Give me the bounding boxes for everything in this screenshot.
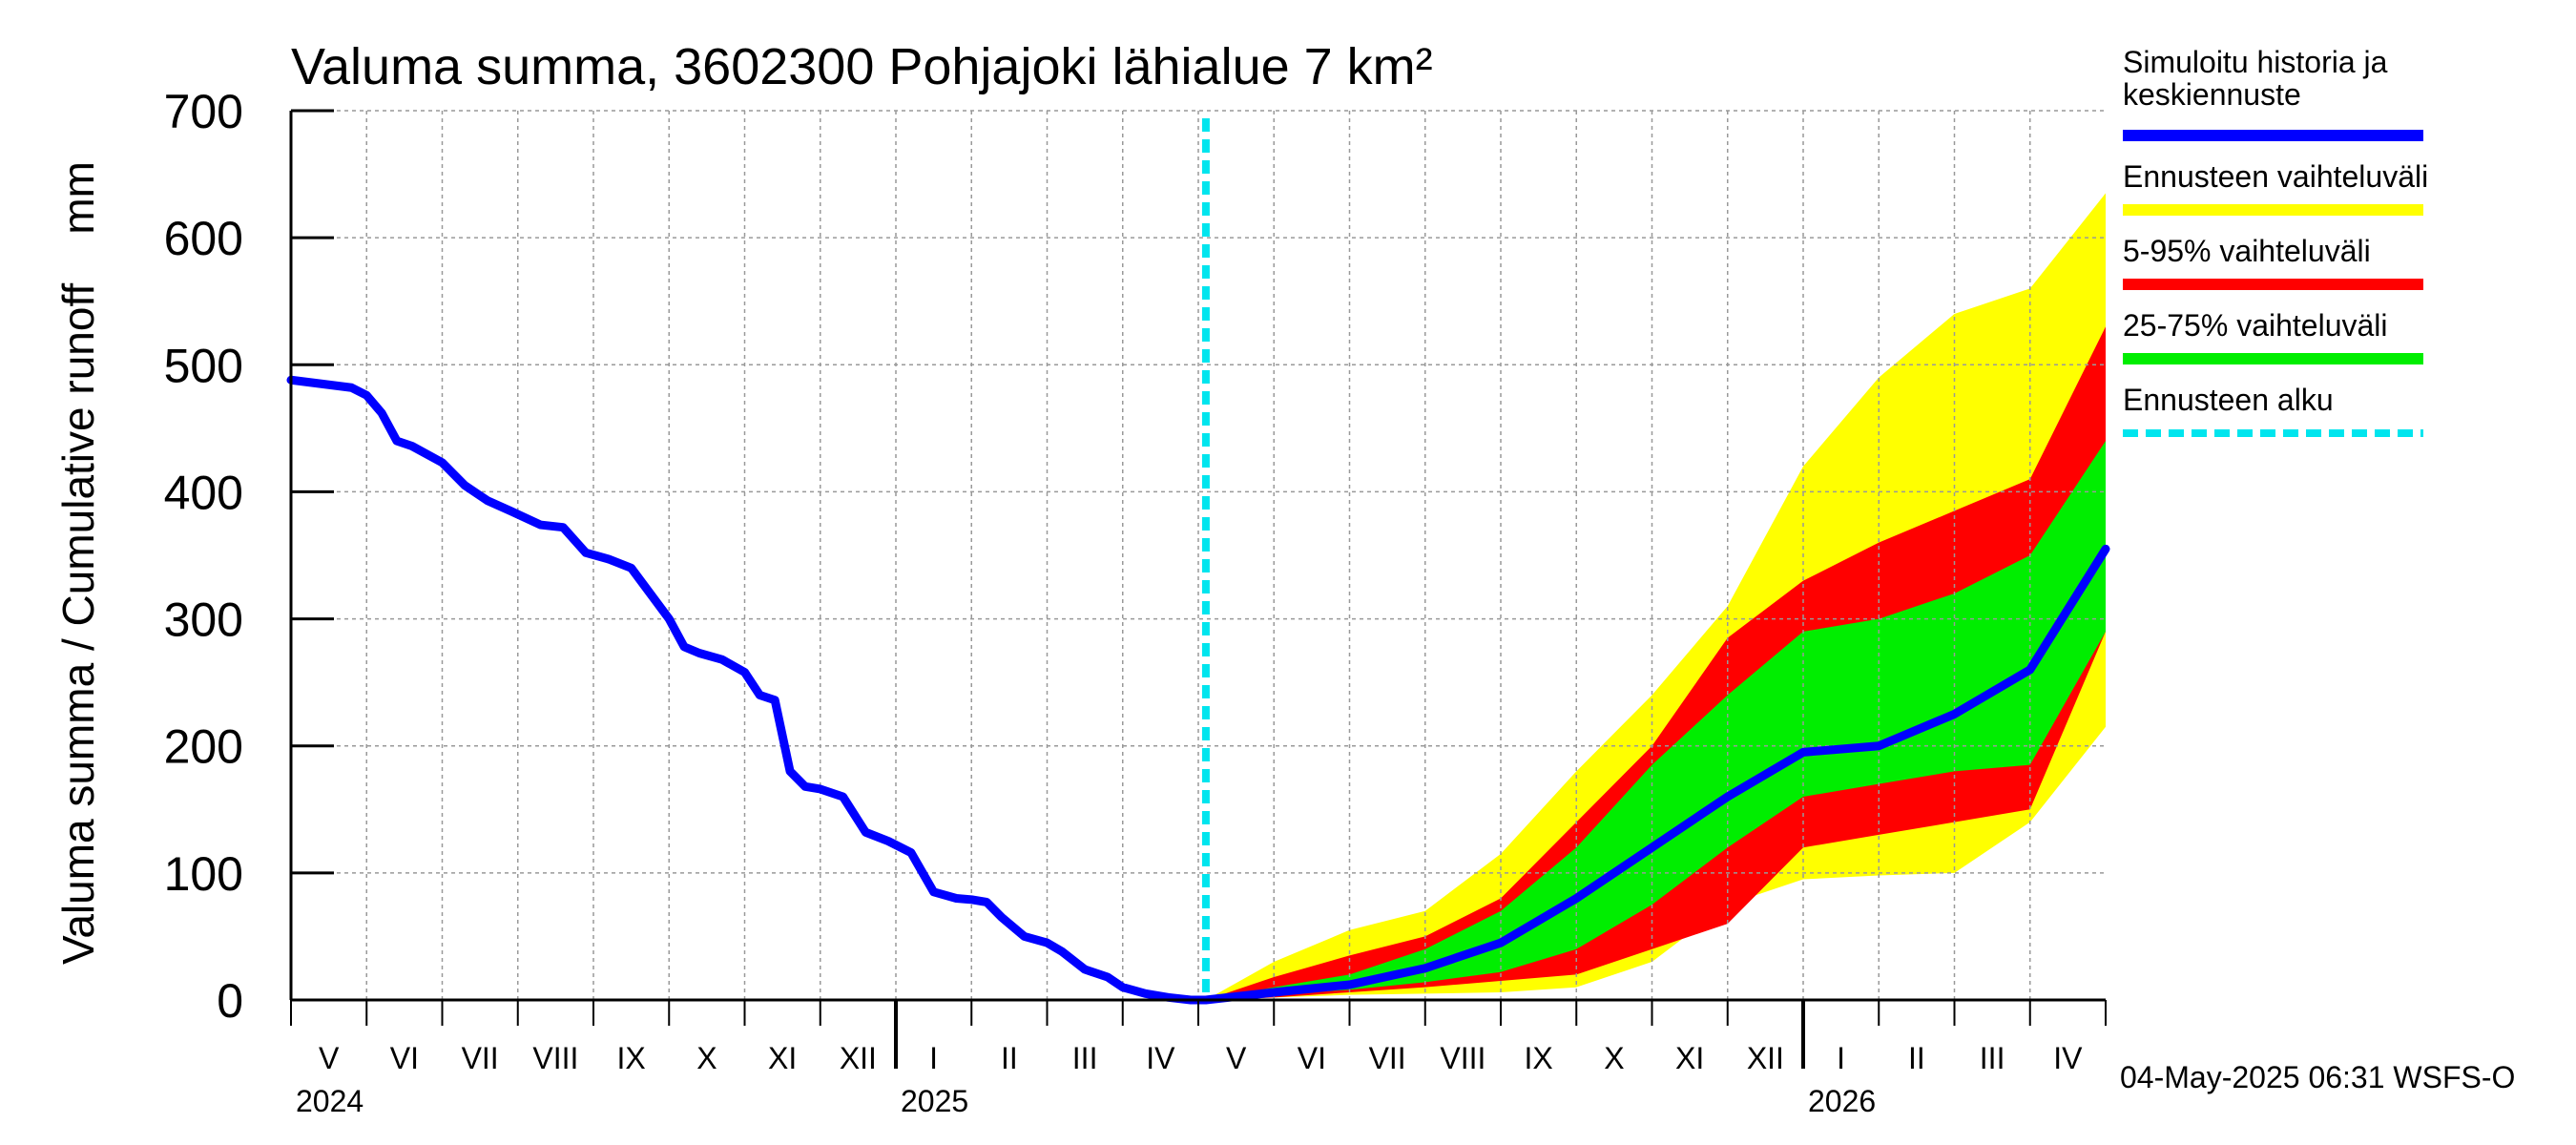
month-label: X <box>1604 1041 1624 1075</box>
month-label: I <box>929 1041 938 1075</box>
month-label: XII <box>840 1041 877 1075</box>
month-label: IX <box>1525 1041 1553 1075</box>
month-label: XII <box>1747 1041 1784 1075</box>
band-25-75 <box>1205 441 2106 1001</box>
band-5-95 <box>1205 326 2106 1000</box>
y-tick-label: 300 <box>164 593 243 647</box>
legend-entry: Ennusteen vaihteluväli <box>2123 159 2428 216</box>
month-label: IX <box>617 1041 646 1075</box>
legend-label: Ennusteen vaihteluväli <box>2123 159 2428 194</box>
month-label: VIII <box>1440 1041 1485 1075</box>
month-label: III <box>1072 1041 1098 1075</box>
month-labels: V VI VII VIII IX X XI XII I II III IV V VI VII VIII IX X X… <box>319 1041 2083 1075</box>
y-tick-label: 500 <box>164 339 243 392</box>
legend-label: 5-95% vaihteluväli <box>2123 234 2371 268</box>
legend-entry: 5-95% vaihteluväli <box>2123 234 2423 290</box>
chart-title: Valuma summa, 3602300 Pohjajoki lähialue… <box>291 38 1433 95</box>
y-axis-label: Valuma summa / Cumulative runoff mm <box>53 161 103 965</box>
history-series <box>286 375 2110 1005</box>
forecast-bands <box>1205 193 2106 1001</box>
month-label: XI <box>1675 1041 1704 1075</box>
legend-entry: 25-75% vaihteluväli <box>2123 308 2423 364</box>
timestamp-footer: 04-May-2025 06:31 WSFS-O <box>2120 1060 2515 1094</box>
y-tick-label: 200 <box>164 720 243 774</box>
month-label: IV <box>2053 1041 2083 1075</box>
y-tick-label: 600 <box>164 212 243 265</box>
month-label: VII <box>1369 1041 1406 1075</box>
legend-label: Simuloitu historia ja <box>2123 45 2388 79</box>
legend-label: Ennusteen alku <box>2123 383 2334 417</box>
month-label: V <box>319 1041 340 1075</box>
year-label: 2025 <box>901 1084 968 1118</box>
history-median-line <box>286 375 2110 1005</box>
month-label: II <box>1908 1041 1925 1075</box>
month-label: III <box>1980 1041 2005 1075</box>
month-label: V <box>1226 1041 1247 1075</box>
month-label: VI <box>390 1041 419 1075</box>
month-label: VIII <box>532 1041 578 1075</box>
axes <box>289 109 2107 1069</box>
month-label: IV <box>1146 1041 1175 1075</box>
year-label: 2024 <box>296 1084 364 1118</box>
y-tick-label: 700 <box>164 85 243 138</box>
y-tick-label: 100 <box>164 847 243 901</box>
year-labels: 2024 2025 2026 <box>296 1084 1876 1118</box>
month-label: II <box>1001 1041 1018 1075</box>
year-label: 2026 <box>1808 1084 1876 1118</box>
y-tick-label: 0 <box>217 974 243 1028</box>
legend-label: keskiennuste <box>2123 77 2301 112</box>
month-label: XI <box>768 1041 797 1075</box>
legend-label: 25-75% vaihteluväli <box>2123 308 2388 343</box>
month-label: VI <box>1298 1041 1326 1075</box>
month-label: VII <box>462 1041 499 1075</box>
y-tick-labels: 0 100 200 300 400 500 600 700 <box>164 85 243 1028</box>
month-label: X <box>696 1041 717 1075</box>
y-tick-label: 400 <box>164 466 243 519</box>
legend-entry: Ennusteen alku <box>2123 383 2423 437</box>
month-label: I <box>1837 1041 1845 1075</box>
